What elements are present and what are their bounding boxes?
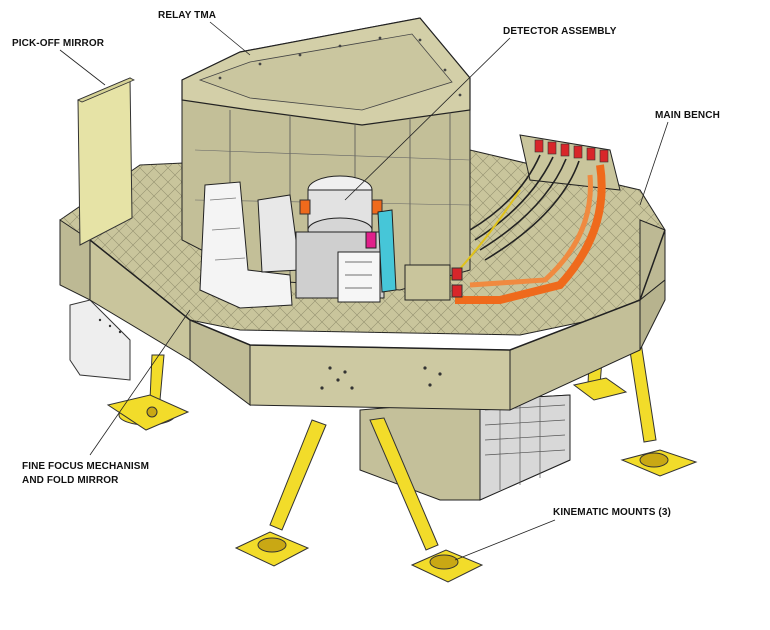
relay-tma: [181, 17, 471, 291]
fine-focus-mechanism: [199, 181, 301, 309]
label-fine-focus-line2: AND FOLD MIRROR: [22, 475, 119, 486]
label-kinematic-mounts: KINEMATIC MOUNTS (3): [553, 507, 671, 518]
pickoff-mirror: [77, 77, 135, 246]
leader-lines: [59, 21, 669, 561]
label-fine-focus-line1: FINE FOCUS MECHANISM: [22, 461, 149, 472]
lower-housing: [359, 394, 571, 501]
label-pickoff-mirror: PICK-OFF MIRROR: [12, 38, 105, 49]
cable-harness: [404, 134, 621, 304]
label-main-bench: MAIN BENCH: [655, 110, 720, 121]
label-relay-tma: RELAY TMA: [158, 10, 217, 21]
detector-assembly: [295, 175, 397, 303]
label-detector-assembly: DETECTOR ASSEMBLY: [503, 26, 617, 37]
